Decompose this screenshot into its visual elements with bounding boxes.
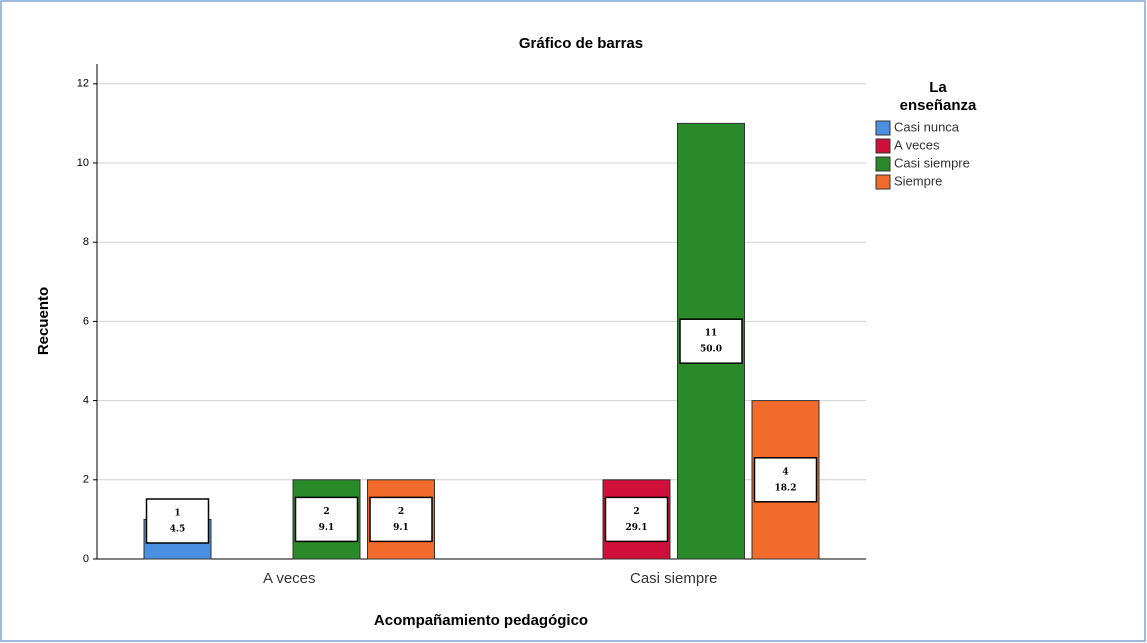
value-label-box	[753, 457, 818, 503]
y-tick-label: 2	[83, 474, 89, 486]
legend-label: Casi siempre	[894, 155, 970, 170]
y-tick-label: 12	[77, 78, 89, 90]
y-axis-title: Recuento	[35, 287, 52, 355]
legend-title: La enseñanza	[900, 79, 977, 114]
legend-swatch	[875, 138, 891, 154]
value-label-box	[679, 318, 743, 364]
x-tick-label: A veces	[263, 570, 316, 587]
legend-label: A veces	[894, 137, 940, 152]
percent-label: 4.5	[170, 525, 186, 535]
value-label: 1	[174, 509, 180, 519]
value-label-box	[145, 498, 210, 544]
y-tick-label: 0	[83, 553, 89, 565]
value-label: 2	[633, 507, 639, 517]
x-axis-title: Acompañamiento pedagógico	[374, 612, 588, 629]
value-label: 11	[705, 329, 718, 339]
y-tick-label: 6	[83, 315, 89, 327]
y-tick-label: 4	[83, 395, 89, 407]
percent-label: 18.2	[775, 483, 797, 493]
legend-label: Siempre	[894, 173, 942, 188]
x-tick-label: Casi siempre	[630, 570, 718, 587]
value-label: 2	[398, 507, 404, 517]
value-label: 4	[782, 467, 788, 477]
y-tick-label: 10	[77, 157, 89, 169]
y-tick-label: 8	[83, 236, 89, 248]
value-label-box	[294, 496, 359, 543]
value-label-box	[369, 496, 433, 543]
legend-swatch	[875, 174, 891, 190]
legend-swatch	[875, 156, 891, 172]
percent-label: 9.1	[393, 523, 409, 533]
value-label-box	[604, 496, 669, 543]
chart-title: Gráfico de barras	[519, 35, 643, 52]
value-label: 2	[323, 507, 329, 517]
percent-label: 9.1	[319, 523, 335, 533]
percent-label: 50.0	[700, 345, 722, 355]
legend-swatch	[875, 120, 891, 136]
legend-label: Casi nunca	[894, 119, 960, 134]
percent-label: 29.1	[626, 523, 648, 533]
